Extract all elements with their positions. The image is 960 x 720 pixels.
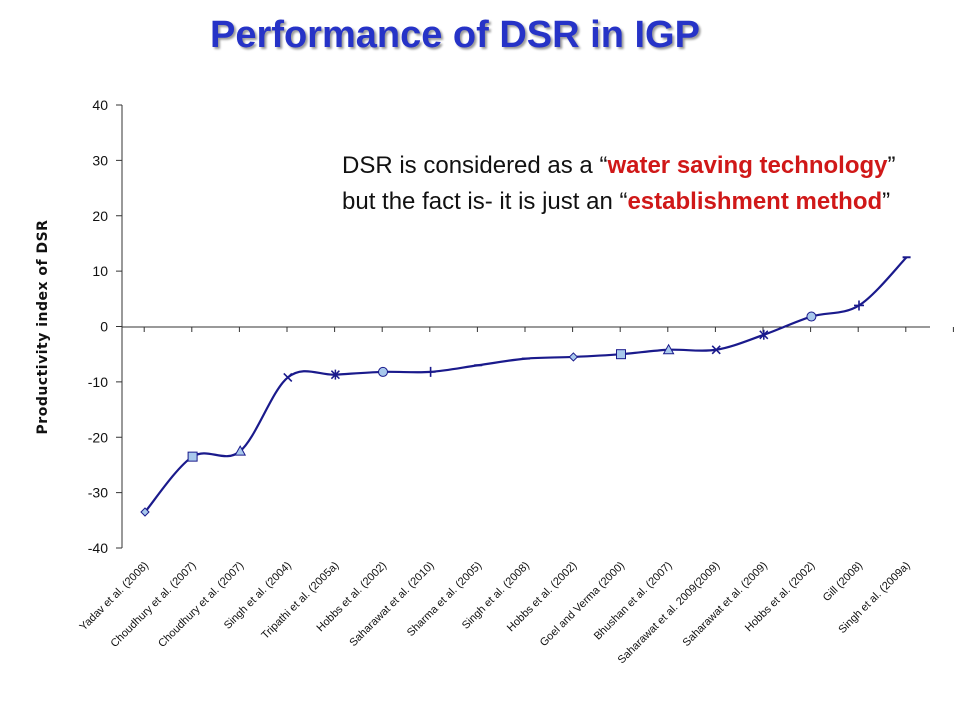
y-tick-label: -30 [88, 485, 108, 501]
series-line [144, 256, 908, 513]
x-category-label: Choudhury et al. (2007) [109, 560, 199, 650]
data-point-square [616, 349, 626, 360]
x-category-label: Goel and Verma (2000) [538, 560, 627, 649]
y-tick-label: 40 [92, 97, 108, 113]
data-point-circle [806, 311, 817, 322]
marker-shape [568, 352, 579, 362]
marker-shape [283, 372, 293, 383]
data-point-square [187, 451, 198, 462]
series-group [140, 256, 911, 517]
y-tick-label: 10 [92, 263, 108, 279]
y-tick-label: -10 [88, 374, 108, 390]
marker-shape [234, 445, 247, 456]
marker-shape [425, 366, 436, 377]
x-category-label: Choudhury et al. (2007) [156, 560, 246, 650]
x-category-label: Saharawat et al. (2010) [347, 560, 436, 649]
marker-shape [806, 311, 817, 322]
y-tick-label: 30 [92, 152, 108, 168]
x-category-label: Gill (2008) [821, 560, 865, 604]
marker-shape [854, 300, 864, 311]
marker-shape [378, 366, 388, 377]
y-tick-label: -20 [88, 429, 108, 445]
y-tick-label: 0 [100, 319, 108, 335]
data-point-diamond [140, 507, 150, 517]
callout-part-3: ” [882, 188, 891, 215]
x-category-label: Tripathi et al. (2005a) [259, 560, 341, 642]
data-point-plus [425, 366, 436, 377]
marker-shape [711, 345, 721, 355]
data-point-diamond [568, 352, 579, 362]
data-point-triangle [662, 343, 675, 355]
marker-shape [330, 369, 340, 380]
x-axis: Yadav et al. (2008)Choudhury et al. (200… [77, 326, 954, 667]
x-category-label: Saharawat et al. 2009(2009) [616, 560, 723, 667]
y-axis-title: Productivity index of DSR [35, 220, 51, 435]
callout-highlight-water-saving: water saving technology [607, 152, 888, 179]
slide-title: Performance of DSR in IGP [210, 14, 700, 56]
data-point-star [759, 329, 769, 340]
y-tick-label: 20 [92, 208, 108, 224]
marker-shape [662, 343, 675, 355]
callout-part-2: ” but the fact is- it is just an “ [342, 152, 896, 215]
callout-part-1: DSR is considered as a “ [342, 152, 608, 179]
marker-shape [140, 507, 150, 517]
marker-shape [616, 349, 626, 360]
data-point-x [711, 345, 721, 355]
data-point-circle [378, 366, 388, 377]
marker-shape [187, 451, 198, 462]
callout-highlight-establishment: establishment method [627, 188, 883, 215]
x-category-label: Bhushan et al. (2007) [592, 560, 675, 643]
y-tick-label: -40 [88, 540, 108, 556]
y-axis: 40 30 20 10 0 -10 -20 -30 -40 [88, 97, 123, 556]
data-point-x [283, 372, 293, 383]
x-category-label: Saharawat et al. (2009) [681, 560, 770, 649]
marker-shape [759, 329, 769, 340]
callout-text: DSR is considered as a “water saving tec… [342, 148, 902, 220]
data-point-star [330, 369, 340, 380]
data-point-triangle [234, 445, 247, 456]
data-point-plus [854, 300, 864, 311]
